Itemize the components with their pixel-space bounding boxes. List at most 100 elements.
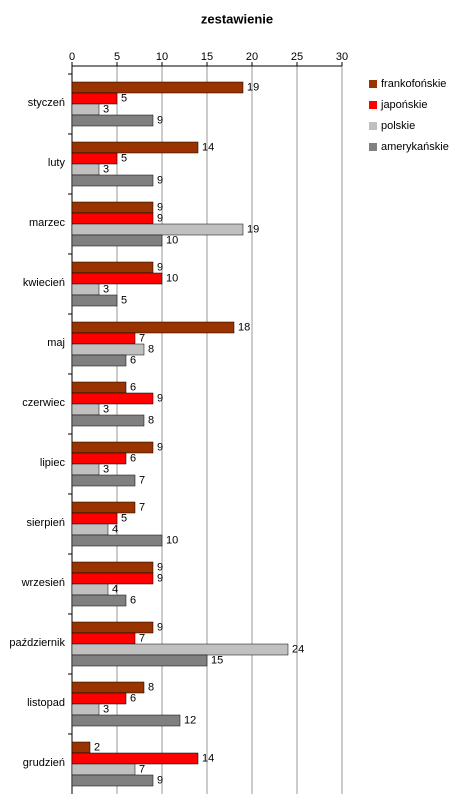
bar — [71, 534, 163, 547]
bar — [71, 234, 163, 247]
bar — [71, 681, 145, 694]
legend-swatch — [369, 80, 377, 88]
bar — [71, 643, 289, 656]
x-tick-label: 30 — [336, 51, 348, 63]
legend-swatch — [369, 143, 377, 151]
bar — [71, 141, 199, 154]
bar — [71, 283, 100, 296]
value-label: 3 — [103, 703, 109, 715]
bar — [71, 321, 235, 334]
bar — [71, 774, 154, 787]
value-label: 4 — [112, 583, 118, 595]
value-label: 5 — [121, 152, 127, 164]
value-label: 3 — [103, 403, 109, 415]
value-label: 9 — [157, 392, 163, 404]
legend-label: amerykańskie — [381, 141, 449, 153]
bar — [71, 163, 100, 176]
value-label: 2 — [94, 741, 100, 753]
value-label: 3 — [103, 103, 109, 115]
value-label: 10 — [166, 234, 178, 246]
bar — [71, 403, 100, 416]
value-label: 10 — [166, 272, 178, 284]
bar — [71, 703, 100, 716]
value-label: 3 — [103, 163, 109, 175]
value-label: 3 — [103, 283, 109, 295]
value-label: 6 — [130, 354, 136, 366]
y-tick-label: listopad — [27, 697, 65, 709]
x-tick-label: 20 — [246, 51, 258, 63]
y-tick-label: marzec — [29, 217, 66, 229]
value-label: 6 — [130, 452, 136, 464]
value-label: 9 — [157, 114, 163, 126]
value-label: 12 — [184, 714, 196, 726]
value-label: 15 — [211, 654, 223, 666]
bar — [71, 174, 154, 187]
legend-swatch — [369, 101, 377, 109]
y-tick-label: kwiecień — [23, 277, 65, 289]
bar — [71, 381, 127, 394]
y-tick-label: lipiec — [40, 457, 66, 469]
bar — [71, 621, 154, 634]
value-label: 6 — [130, 594, 136, 606]
bar — [71, 212, 154, 225]
bar — [71, 741, 91, 754]
value-label: 4 — [112, 523, 118, 535]
bar — [71, 583, 109, 596]
x-tick-label: 5 — [114, 51, 120, 63]
y-tick-label: sierpień — [26, 517, 65, 529]
value-label: 8 — [148, 343, 154, 355]
bar — [71, 763, 136, 776]
value-label: 14 — [202, 752, 214, 764]
bar — [71, 201, 154, 214]
bar — [71, 392, 154, 405]
value-label: 9 — [157, 441, 163, 453]
value-label: 9 — [157, 774, 163, 786]
bar — [71, 414, 145, 427]
value-label: 9 — [157, 201, 163, 213]
value-label: 6 — [130, 692, 136, 704]
value-label: 5 — [121, 512, 127, 524]
bar — [71, 654, 208, 667]
y-tick-label: październik — [9, 637, 65, 649]
bar — [71, 501, 136, 514]
x-tick-label: 0 — [69, 51, 75, 63]
legend-label: japońskie — [380, 99, 427, 111]
value-label: 9 — [157, 572, 163, 584]
y-tick-label: grudzień — [23, 757, 65, 769]
legend-label: polskie — [381, 120, 415, 132]
bar — [71, 441, 154, 454]
value-label: 10 — [166, 534, 178, 546]
bar — [71, 512, 118, 525]
y-tick-label: wrzesień — [21, 577, 65, 589]
bar — [71, 103, 100, 116]
bar — [71, 152, 118, 165]
value-label: 19 — [247, 81, 259, 93]
chart-title: zestawienie — [201, 11, 273, 26]
bar — [71, 632, 136, 645]
bar — [71, 354, 127, 367]
legend-label: frankofońskie — [381, 78, 446, 90]
bar — [71, 114, 154, 127]
value-label: 7 — [139, 763, 145, 775]
value-label: 9 — [157, 212, 163, 224]
value-label: 9 — [157, 261, 163, 273]
bar — [71, 572, 154, 585]
bar — [71, 463, 100, 476]
x-tick-label: 25 — [291, 51, 303, 63]
value-label: 9 — [157, 561, 163, 573]
bar — [71, 752, 199, 765]
value-label: 7 — [139, 501, 145, 513]
y-tick-label: styczeń — [28, 97, 65, 109]
bar — [71, 692, 127, 705]
value-label: 5 — [121, 294, 127, 306]
bar — [71, 261, 154, 274]
legend-swatch — [369, 122, 377, 130]
bar — [71, 332, 136, 345]
bar — [71, 561, 154, 574]
value-label: 19 — [247, 223, 259, 235]
bar — [71, 294, 118, 307]
bar — [71, 452, 127, 465]
value-label: 9 — [157, 621, 163, 633]
bar — [71, 714, 181, 727]
